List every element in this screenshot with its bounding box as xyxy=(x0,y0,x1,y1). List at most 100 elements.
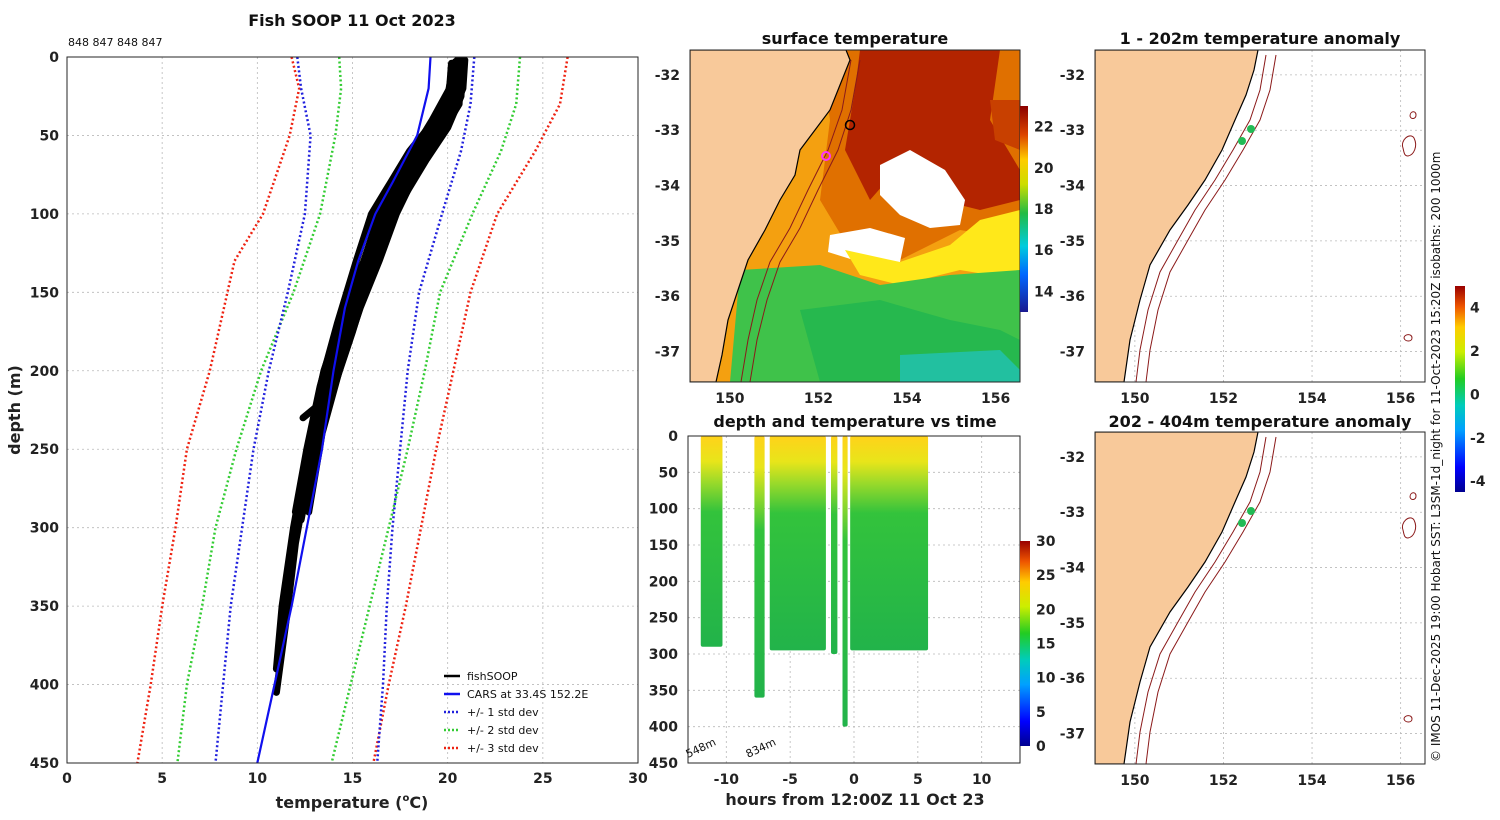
map-ytick: -33 xyxy=(1060,505,1085,521)
profile-xtick: 15 xyxy=(343,771,362,787)
time-ytick: 100 xyxy=(649,502,678,518)
time-ytick: 150 xyxy=(649,538,678,554)
sst-cars-marker xyxy=(821,151,831,161)
colorbar-tick: -2 xyxy=(1470,431,1486,447)
time-ytick: 250 xyxy=(649,611,678,627)
anomaly-colorbar xyxy=(1455,286,1465,492)
time-xtick: -5 xyxy=(782,772,798,788)
map-xtick: 150 xyxy=(1120,773,1149,789)
anomaly-colorbar-ticks: 4 2 0 -2 -4 xyxy=(1470,301,1486,490)
colorbar-tick: 4 xyxy=(1470,301,1480,317)
time-ytick: 450 xyxy=(649,756,678,772)
profile-xtick: 0 xyxy=(62,771,72,787)
anomaly-2-frame xyxy=(1094,431,1426,765)
profile-ytick: 400 xyxy=(30,678,59,694)
time-xlabel: hours from 12:00Z 11 Oct 23 xyxy=(725,790,984,809)
anomaly-2-title: 202 - 404m temperature anomaly xyxy=(1109,412,1412,431)
profile-xtick: 10 xyxy=(248,771,268,787)
profile-grid xyxy=(66,56,639,764)
sst-panel: surface temperature 150 152 154 156 -32 -33 -3… xyxy=(655,29,1054,407)
map-ytick: -37 xyxy=(655,345,680,361)
colorbar-tick: 18 xyxy=(1034,202,1053,218)
time-xtick: -10 xyxy=(714,772,740,788)
profile-ytick: 450 xyxy=(30,756,59,772)
sst-map xyxy=(690,50,1020,382)
map-ytick: -35 xyxy=(1060,616,1085,632)
legend-sd1: +/- 1 std dev xyxy=(467,706,539,719)
sst-front xyxy=(845,210,1020,285)
map-ytick: -33 xyxy=(655,123,680,139)
profile-ytick: 150 xyxy=(30,285,59,301)
anomaly-2-ship-point-2 xyxy=(1247,507,1255,515)
time-cast-2 xyxy=(754,436,765,698)
map-ytick: -36 xyxy=(655,289,680,305)
profile-frame xyxy=(66,56,639,764)
map-xtick: 154 xyxy=(1297,391,1326,407)
time-title: depth and temperature vs time xyxy=(713,412,996,431)
map-ytick: -33 xyxy=(1060,123,1085,139)
colorbar-tick: 16 xyxy=(1034,243,1053,259)
anomaly-2-grid xyxy=(1095,432,1425,764)
profile-sd3-minus-line xyxy=(136,57,301,763)
colorbar-tick: 25 xyxy=(1036,568,1055,584)
anomaly-2-seamount-1 xyxy=(1401,517,1417,539)
map-xtick: 156 xyxy=(981,391,1010,407)
anomaly-2-seamount-2 xyxy=(1409,492,1417,500)
map-ytick: -32 xyxy=(655,68,680,84)
anomaly-1-panel: 1 - 202m temperature anomaly 150 152 154 15… xyxy=(1060,29,1426,407)
time-cast-5 xyxy=(842,436,848,727)
map-ytick: -35 xyxy=(655,234,680,250)
map-ytick: -36 xyxy=(1060,289,1085,305)
map-ytick: -34 xyxy=(655,179,681,195)
profile-ylabel: depth (m) xyxy=(5,365,24,455)
profile-ytick: 0 xyxy=(49,50,59,66)
anomaly-1-ticks: 150 152 154 156 -32 -33 -34 -35 -36 -37 xyxy=(1060,68,1416,407)
map-xtick: 150 xyxy=(715,391,744,407)
map-xtick: 156 xyxy=(1386,391,1415,407)
drop-ids: 848 847 848 847 xyxy=(68,36,162,49)
time-colorbar xyxy=(1020,541,1030,746)
time-annotation-548: 548m xyxy=(684,736,718,761)
colorbar-tick: 20 xyxy=(1034,161,1054,177)
profile-xtick: 30 xyxy=(628,771,648,787)
legend-fish: fishSOOP xyxy=(467,670,518,683)
map-xtick: 152 xyxy=(804,391,833,407)
profile-ytick: 250 xyxy=(30,442,59,458)
profile-xtick: 5 xyxy=(157,771,167,787)
time-xtick: 5 xyxy=(913,772,923,788)
map-ytick: -37 xyxy=(1060,345,1085,361)
anomaly-1-map xyxy=(1095,50,1417,382)
profile-ytick: 200 xyxy=(30,364,59,380)
map-ytick: -35 xyxy=(1060,234,1085,250)
colorbar-tick: 15 xyxy=(1036,637,1055,653)
time-ytick: 50 xyxy=(659,465,679,481)
time-ytick: 350 xyxy=(649,683,678,699)
colorbar-tick: 2 xyxy=(1470,344,1480,360)
colorbar-tick: 22 xyxy=(1034,120,1053,136)
anomaly-2-ticks: 150 152 154 156 -32 -33 -34 -35 -36 -37 xyxy=(1060,450,1416,789)
time-ytick: 200 xyxy=(649,574,678,590)
map-ytick: -37 xyxy=(1060,727,1085,743)
anomaly-1-seamount-2 xyxy=(1409,111,1417,119)
time-cast-6 xyxy=(850,436,929,651)
legend-sd3: +/- 3 std dev xyxy=(467,742,539,755)
map-xtick: 156 xyxy=(1386,773,1415,789)
time-xtick: 10 xyxy=(972,772,992,788)
time-ytick: 300 xyxy=(649,647,678,663)
profile-cars-line xyxy=(256,57,432,763)
anomaly-1-ship-point-2 xyxy=(1247,125,1255,133)
time-xtick: 0 xyxy=(849,772,859,788)
sst-isobath-1000 xyxy=(749,59,861,382)
map-xtick: 150 xyxy=(1120,391,1149,407)
colorbar-tick: -4 xyxy=(1470,474,1486,490)
profile-title: Fish SOOP 11 Oct 2023 xyxy=(248,11,456,30)
profile-panel: Fish SOOP 11 Oct 2023 848 847 848 847 0 5… xyxy=(5,11,648,812)
anomaly-1-title: 1 - 202m temperature anomaly xyxy=(1120,29,1401,48)
profile-ytick: 300 xyxy=(30,521,59,537)
colorbar-tick: 14 xyxy=(1034,284,1054,300)
time-panel: depth and temperature vs time -10 -5 0 5 100… xyxy=(649,412,1056,809)
profile-sd3-plus-line xyxy=(372,57,569,763)
